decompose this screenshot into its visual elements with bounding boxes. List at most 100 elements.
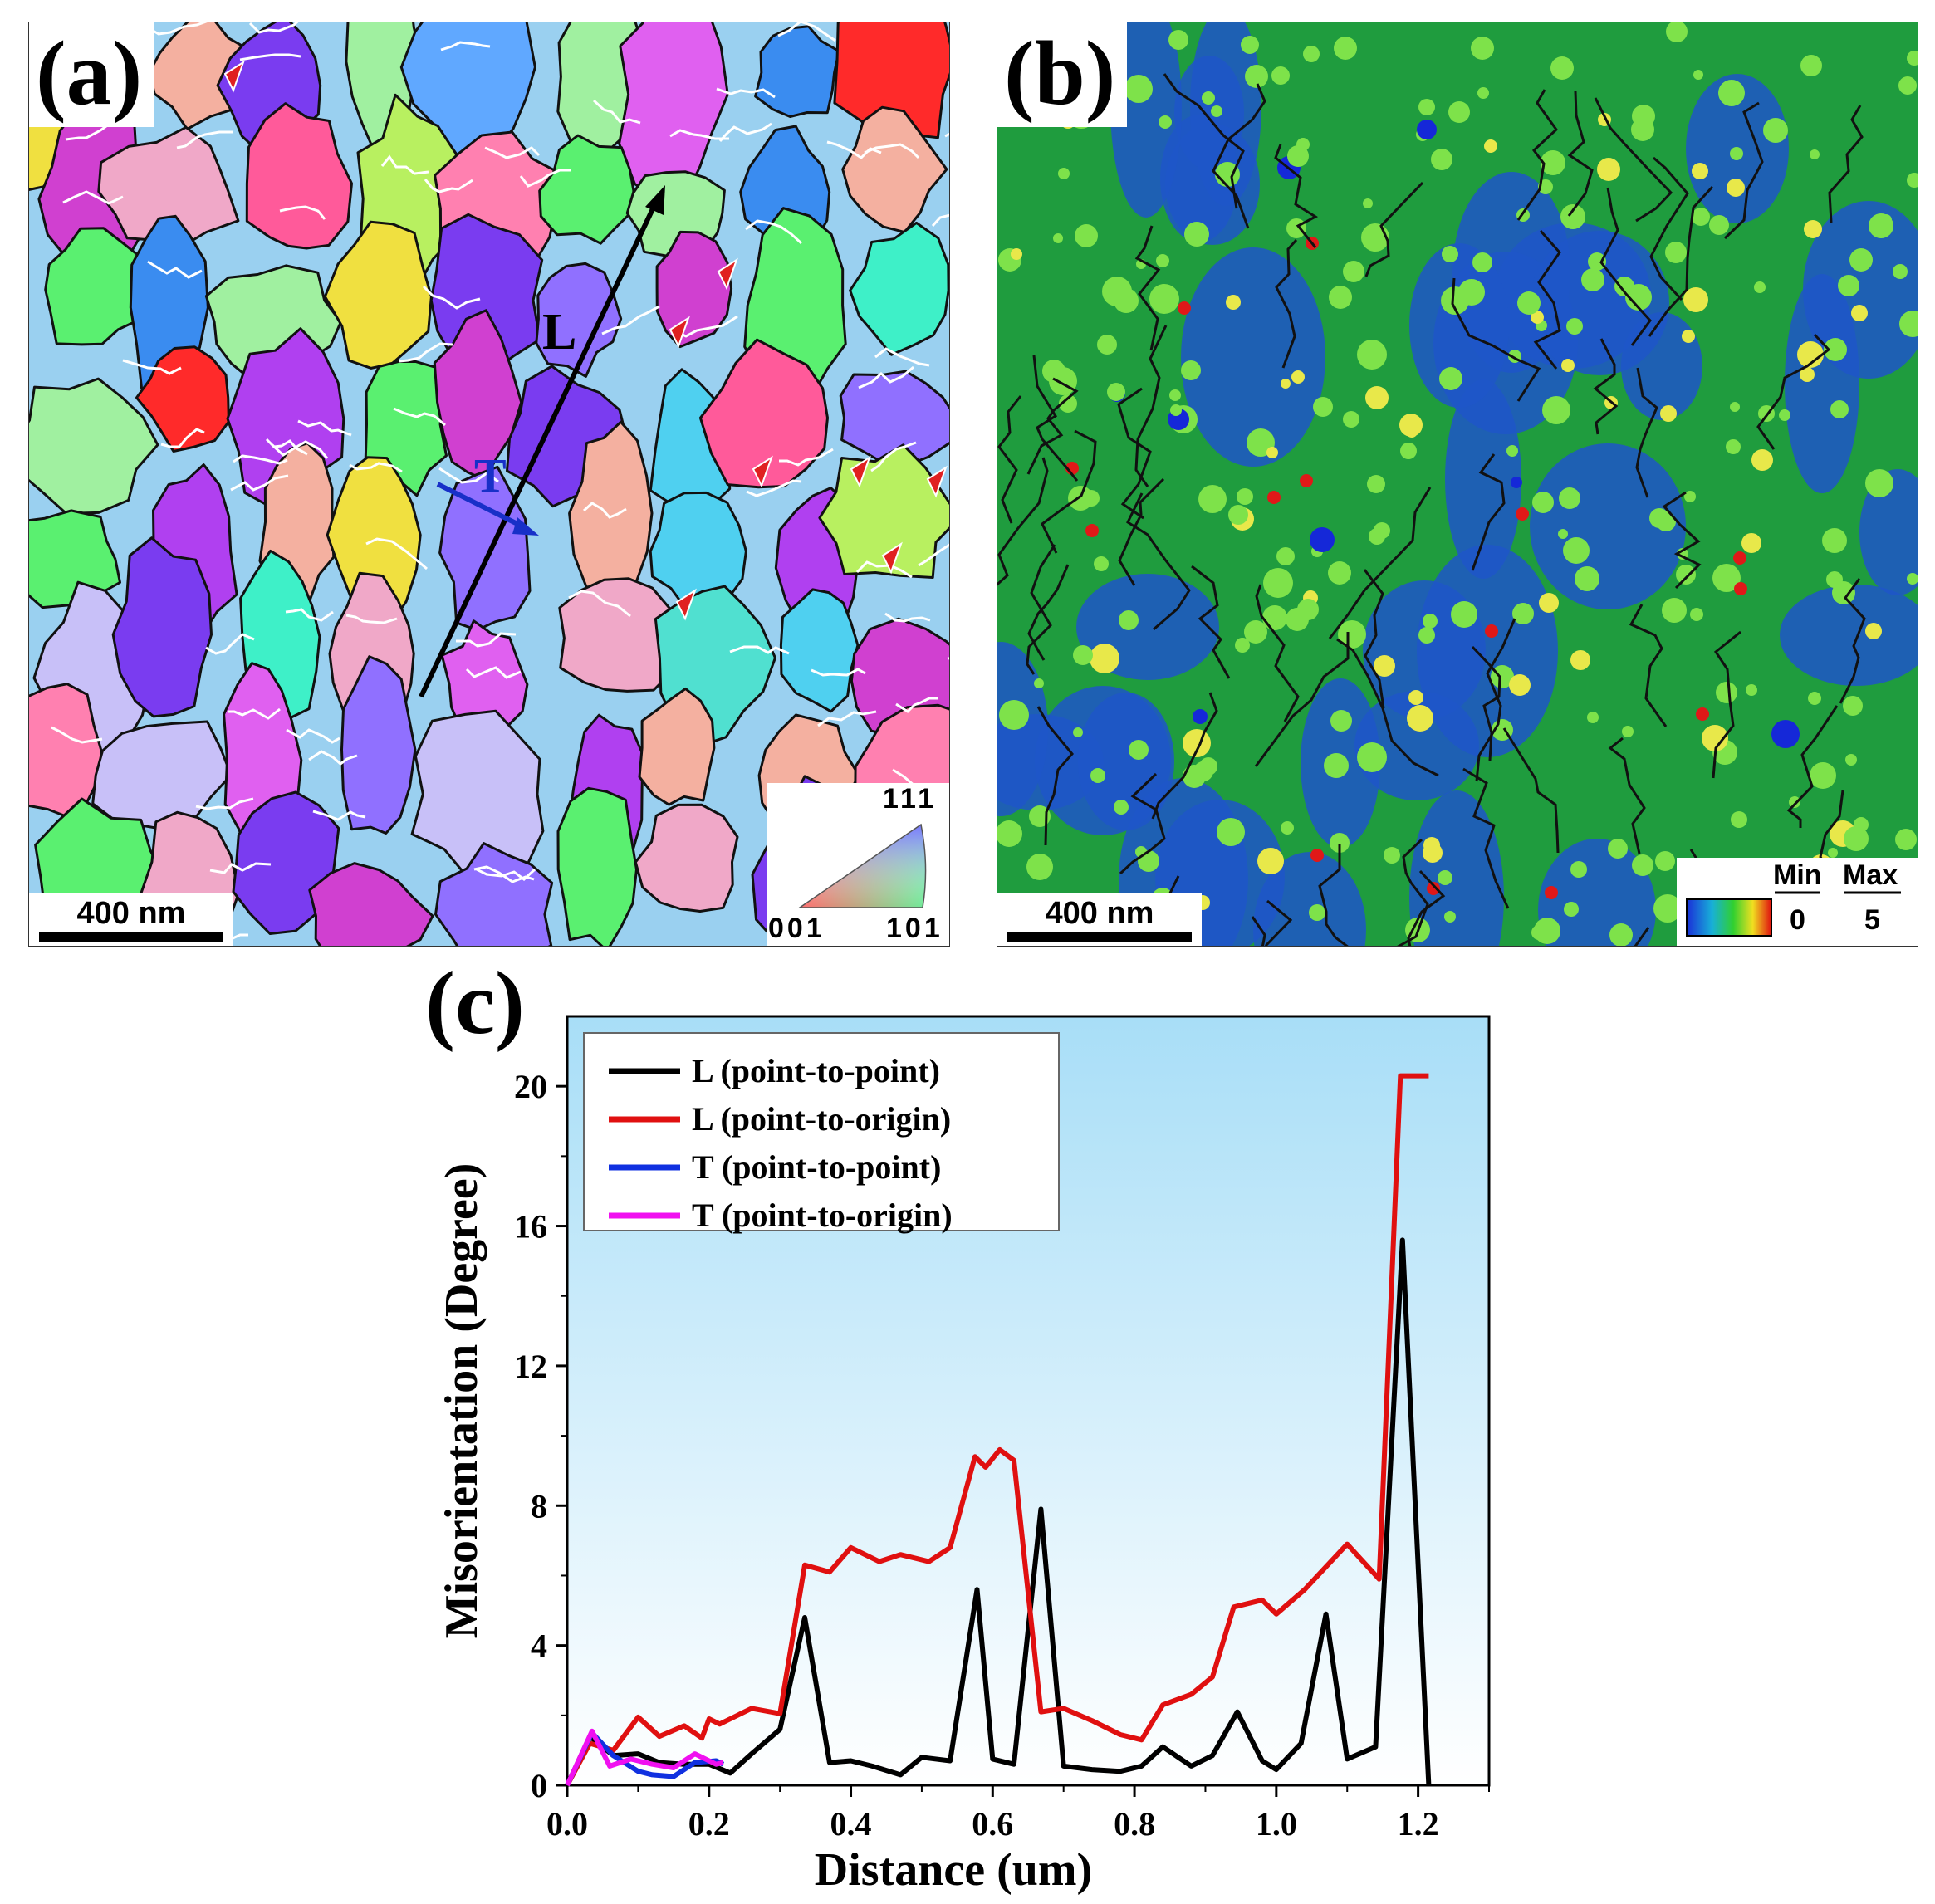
y-tick-label: 20: [514, 1068, 547, 1105]
kam-spot: [1662, 598, 1687, 623]
twin-boundary: [233, 454, 288, 465]
legend-label: T (point-to-origin): [692, 1197, 953, 1234]
kam-spot: [1369, 528, 1385, 545]
twin-boundary: [895, 697, 938, 713]
grain: [698, 338, 829, 489]
grain-boundary: [1629, 604, 1668, 727]
kam-spot: [1845, 754, 1857, 766]
twin-boundary: [729, 645, 790, 655]
high-kam-spot: [1733, 551, 1746, 565]
kam-spot: [1228, 505, 1248, 525]
grain: [323, 220, 433, 370]
ipf-label-101: 101: [886, 913, 943, 944]
twin-boundary: [858, 365, 914, 389]
colorbar-max-value: 5: [1864, 904, 1880, 936]
kam-spot: [1181, 360, 1201, 380]
kam-spot: [1539, 593, 1559, 613]
legend: L (point-to-point) L (point-to-origin) T (…: [583, 1032, 1060, 1234]
twin-boundary: [308, 750, 358, 766]
red-marker-arrow: [675, 588, 697, 621]
twin-boundary: [271, 440, 329, 459]
y-tick-label: 12: [514, 1348, 547, 1385]
kam-spot: [1797, 341, 1824, 368]
high-kam-spot: [1516, 507, 1529, 521]
colorbar-min-value: 0: [1790, 904, 1805, 936]
kam-spot: [1107, 383, 1125, 401]
kam-spot: [1286, 608, 1309, 631]
red-marker-arrow: [926, 465, 948, 498]
kam-spot: [1649, 508, 1669, 528]
kam-spot: [1608, 839, 1628, 859]
kam-spot: [1614, 277, 1634, 296]
low-kam-region: [1530, 231, 1669, 375]
ipf-map-graphic: [29, 22, 949, 946]
grain-boundary: [1723, 101, 1764, 240]
kam-spot: [1511, 477, 1522, 488]
kam-spot: [1800, 55, 1822, 76]
panel-c-label: (c): [425, 970, 525, 1053]
kam-spot: [1899, 311, 1918, 337]
kam-spot: [1400, 443, 1417, 459]
grain: [438, 465, 532, 632]
kam-spot: [1338, 620, 1366, 649]
T-line-arrow: [436, 482, 529, 531]
twin-boundary: [239, 53, 301, 61]
kam-spot: [1471, 37, 1494, 60]
twin-boundary: [297, 419, 352, 437]
kam-spot: [1357, 340, 1387, 370]
colorbar-min-label: Min: [1773, 859, 1822, 891]
twin-boundary: [582, 502, 627, 519]
kam-spot: [1102, 277, 1132, 306]
twin-boundary: [718, 122, 772, 142]
grain-boundary: [1336, 638, 1439, 777]
low-kam-region: [1181, 247, 1325, 467]
kam-spot: [1692, 163, 1708, 179]
twin-boundary: [205, 633, 255, 655]
grain-boundary: [1608, 737, 1646, 854]
kam-spot: [1365, 386, 1389, 409]
scale-bar-b: 400 nm: [997, 893, 1202, 946]
grain-boundary: [997, 395, 1022, 524]
kam-spot: [1431, 149, 1452, 170]
kam-spot: [1560, 204, 1585, 229]
kam-spot: [1534, 918, 1560, 944]
twin-boundary: [380, 154, 429, 175]
kam-spot: [1343, 261, 1364, 282]
grain-boundary: [1274, 144, 1319, 248]
grain-boundary: [1516, 89, 1558, 221]
kam-spot: [1632, 854, 1653, 876]
red-marker-arrow: [669, 316, 690, 349]
kam-colorbar-gradient: [1686, 891, 1901, 937]
y-axis-label: Misorientation (Degree): [436, 1163, 487, 1639]
twin-boundary: [519, 169, 571, 188]
kam-spot: [1156, 254, 1169, 267]
kam-spot: [1237, 488, 1253, 505]
kam-spot: [1309, 904, 1325, 921]
grain-boundary: [1032, 355, 1079, 482]
kam-spot: [1843, 696, 1863, 716]
grain-boundary: [1026, 544, 1056, 675]
red-marker-arrow: [223, 60, 245, 93]
kam-colorbar: Min Max 0 5: [1677, 858, 1918, 946]
grain-boundary: [1328, 487, 1432, 639]
twin-boundary: [176, 130, 233, 149]
y-tick-label: 16: [514, 1208, 547, 1246]
grain-boundary: [1163, 73, 1245, 209]
kam-spot: [1808, 692, 1821, 705]
kam-spot: [1702, 725, 1728, 751]
high-kam-spot: [1485, 624, 1498, 638]
kam-spot: [1241, 36, 1259, 54]
kam-spot: [1597, 158, 1620, 181]
kam-spot: [1217, 818, 1245, 846]
kam-spot: [1058, 168, 1070, 179]
kam-spot: [1073, 645, 1093, 665]
kam-spot: [1570, 861, 1587, 878]
kam-spot: [1374, 655, 1395, 677]
kam-spot: [1763, 118, 1788, 143]
grain-boundary: [1251, 916, 1266, 946]
kam-spot: [1472, 252, 1492, 272]
twin-boundary: [746, 479, 802, 497]
twin-boundary: [312, 810, 366, 821]
twin-boundary: [440, 41, 491, 51]
grain-boundary: [1475, 618, 1516, 782]
